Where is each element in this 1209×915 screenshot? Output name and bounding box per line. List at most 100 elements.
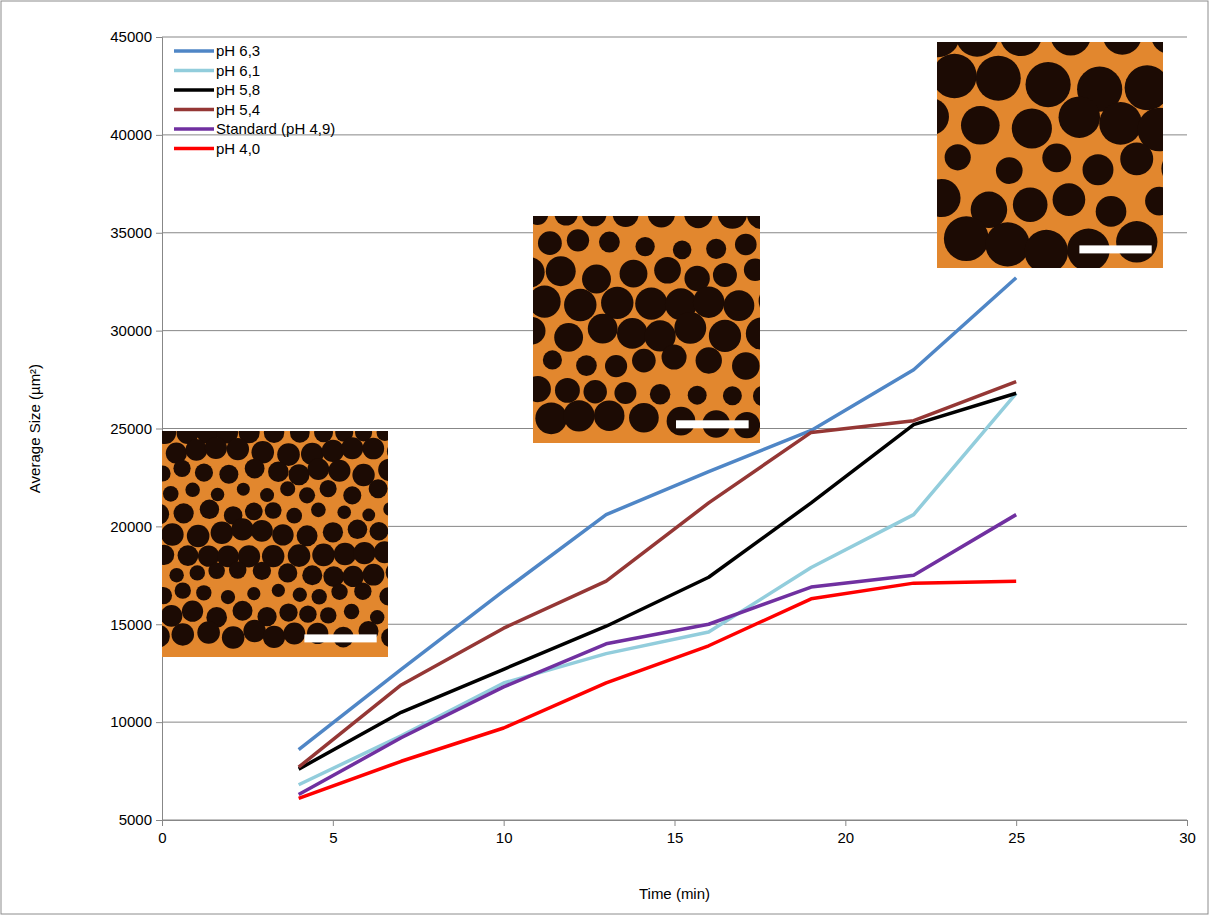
tick: 15 — [667, 820, 684, 846]
inset-bubble — [723, 386, 742, 405]
inset-bubble — [576, 355, 597, 376]
chart: 5000100001500020000250003000035000400004… — [0, 0, 1209, 915]
inset-bubble — [312, 589, 327, 604]
inset-bubble — [538, 231, 562, 255]
inset-bubble — [735, 234, 757, 256]
inset-bubble — [582, 265, 611, 294]
inset-bubble — [1145, 187, 1163, 216]
axis-line — [156, 38, 163, 821]
tick-mark — [156, 135, 162, 136]
tick-mark — [162, 820, 163, 826]
inset-bubble — [1013, 187, 1048, 222]
tick-mark — [156, 429, 162, 430]
inset-bubble — [613, 216, 639, 227]
inset-bubble — [383, 502, 388, 516]
inset-bubble — [1151, 42, 1163, 54]
inset-bubble — [297, 525, 318, 546]
inset-bubble — [288, 464, 309, 485]
tick-label: 25 — [1008, 829, 1025, 846]
inset-bubble — [286, 508, 302, 524]
inset-bubble — [594, 400, 625, 431]
tick-label: 5000 — [119, 811, 152, 828]
plot: 5000100001500020000250003000035000400004… — [110, 28, 1196, 845]
inset-bubble — [162, 523, 184, 546]
tick: 25 — [1008, 820, 1025, 846]
inset-bubble — [337, 506, 351, 520]
tick-mark — [156, 820, 162, 821]
tick-label: 15 — [667, 829, 684, 846]
scale-bar — [304, 634, 376, 642]
inset-bubble — [533, 376, 551, 402]
inset-bubble — [1096, 196, 1127, 227]
legend-item: pH 4,0 — [174, 140, 260, 157]
inset-bubble — [673, 241, 692, 260]
tick-label: 45000 — [110, 28, 152, 45]
tick-mark — [504, 820, 505, 826]
inset-bubble — [162, 545, 174, 565]
series-line — [299, 278, 1017, 750]
tick-label: 35000 — [110, 224, 152, 241]
inset-bubble — [381, 628, 388, 647]
inset-bubble — [961, 106, 1000, 145]
inset-bubble — [334, 543, 356, 565]
inset-bubble — [937, 54, 977, 98]
legend-item: Standard (pH 4,9) — [174, 120, 335, 137]
inset-bubble — [175, 582, 191, 598]
tick: 40000 — [110, 126, 162, 143]
legend-item: pH 5,4 — [174, 101, 260, 118]
inset-bubble — [208, 563, 224, 579]
series-line — [299, 581, 1017, 798]
legend-label: pH 5,8 — [216, 81, 260, 98]
legend-item: pH 6,3 — [174, 42, 260, 59]
x-axis-title: Time (min) — [639, 885, 710, 902]
tick: 15000 — [110, 616, 162, 633]
micrograph-inset — [533, 216, 760, 443]
tick-label: 10 — [496, 829, 513, 846]
inset-ground — [162, 431, 388, 657]
inset-bubble — [374, 541, 388, 563]
inset-bubble — [937, 179, 961, 217]
y-axis: 5000100001500020000250003000035000400004… — [110, 28, 162, 828]
tick: 10 — [496, 820, 513, 846]
tick: 30 — [1179, 820, 1196, 846]
inset-bubble — [706, 239, 726, 259]
legend-item: pH 6,1 — [174, 62, 260, 79]
inset-bubble — [221, 590, 235, 604]
inset-bubble — [732, 352, 760, 380]
inset-bubble — [245, 459, 265, 479]
inset-bubble — [211, 488, 224, 501]
tick-label: 0 — [158, 829, 166, 846]
inset-bubble — [320, 607, 336, 623]
inset-bubble — [190, 565, 205, 580]
inset-bubble — [251, 520, 273, 542]
tick: 5 — [329, 820, 337, 846]
legend-swatch — [174, 69, 214, 73]
inset-bubble — [945, 144, 971, 170]
inset-bubble — [162, 504, 169, 525]
inset-bubble — [253, 562, 271, 580]
inset-bubble — [662, 345, 687, 370]
inset-bubble — [588, 314, 618, 344]
inset-bubble — [186, 439, 208, 461]
inset-bubble — [195, 464, 213, 482]
inset-bubble — [583, 380, 606, 403]
inset-bubble — [620, 260, 648, 288]
inset-bubble — [635, 287, 667, 319]
inset-bubble — [1161, 151, 1163, 186]
inset-bubble — [187, 525, 210, 548]
inset-bubble — [535, 402, 567, 434]
inset-bubble — [162, 605, 182, 627]
inset-bubble — [185, 483, 200, 498]
inset-bubble — [605, 355, 627, 377]
inset-bubble — [260, 488, 274, 502]
inset-bubble — [278, 563, 297, 582]
tick-label: 5 — [329, 829, 337, 846]
inset-bubble — [353, 542, 375, 564]
inset-bubble — [348, 520, 368, 540]
inset-bubble — [1051, 42, 1091, 55]
legend-swatch — [174, 88, 214, 92]
legend-item: pH 5,8 — [174, 81, 260, 98]
inset-bubble — [996, 157, 1023, 184]
inset-bubble — [1083, 154, 1114, 185]
inset-bubble — [231, 518, 253, 540]
